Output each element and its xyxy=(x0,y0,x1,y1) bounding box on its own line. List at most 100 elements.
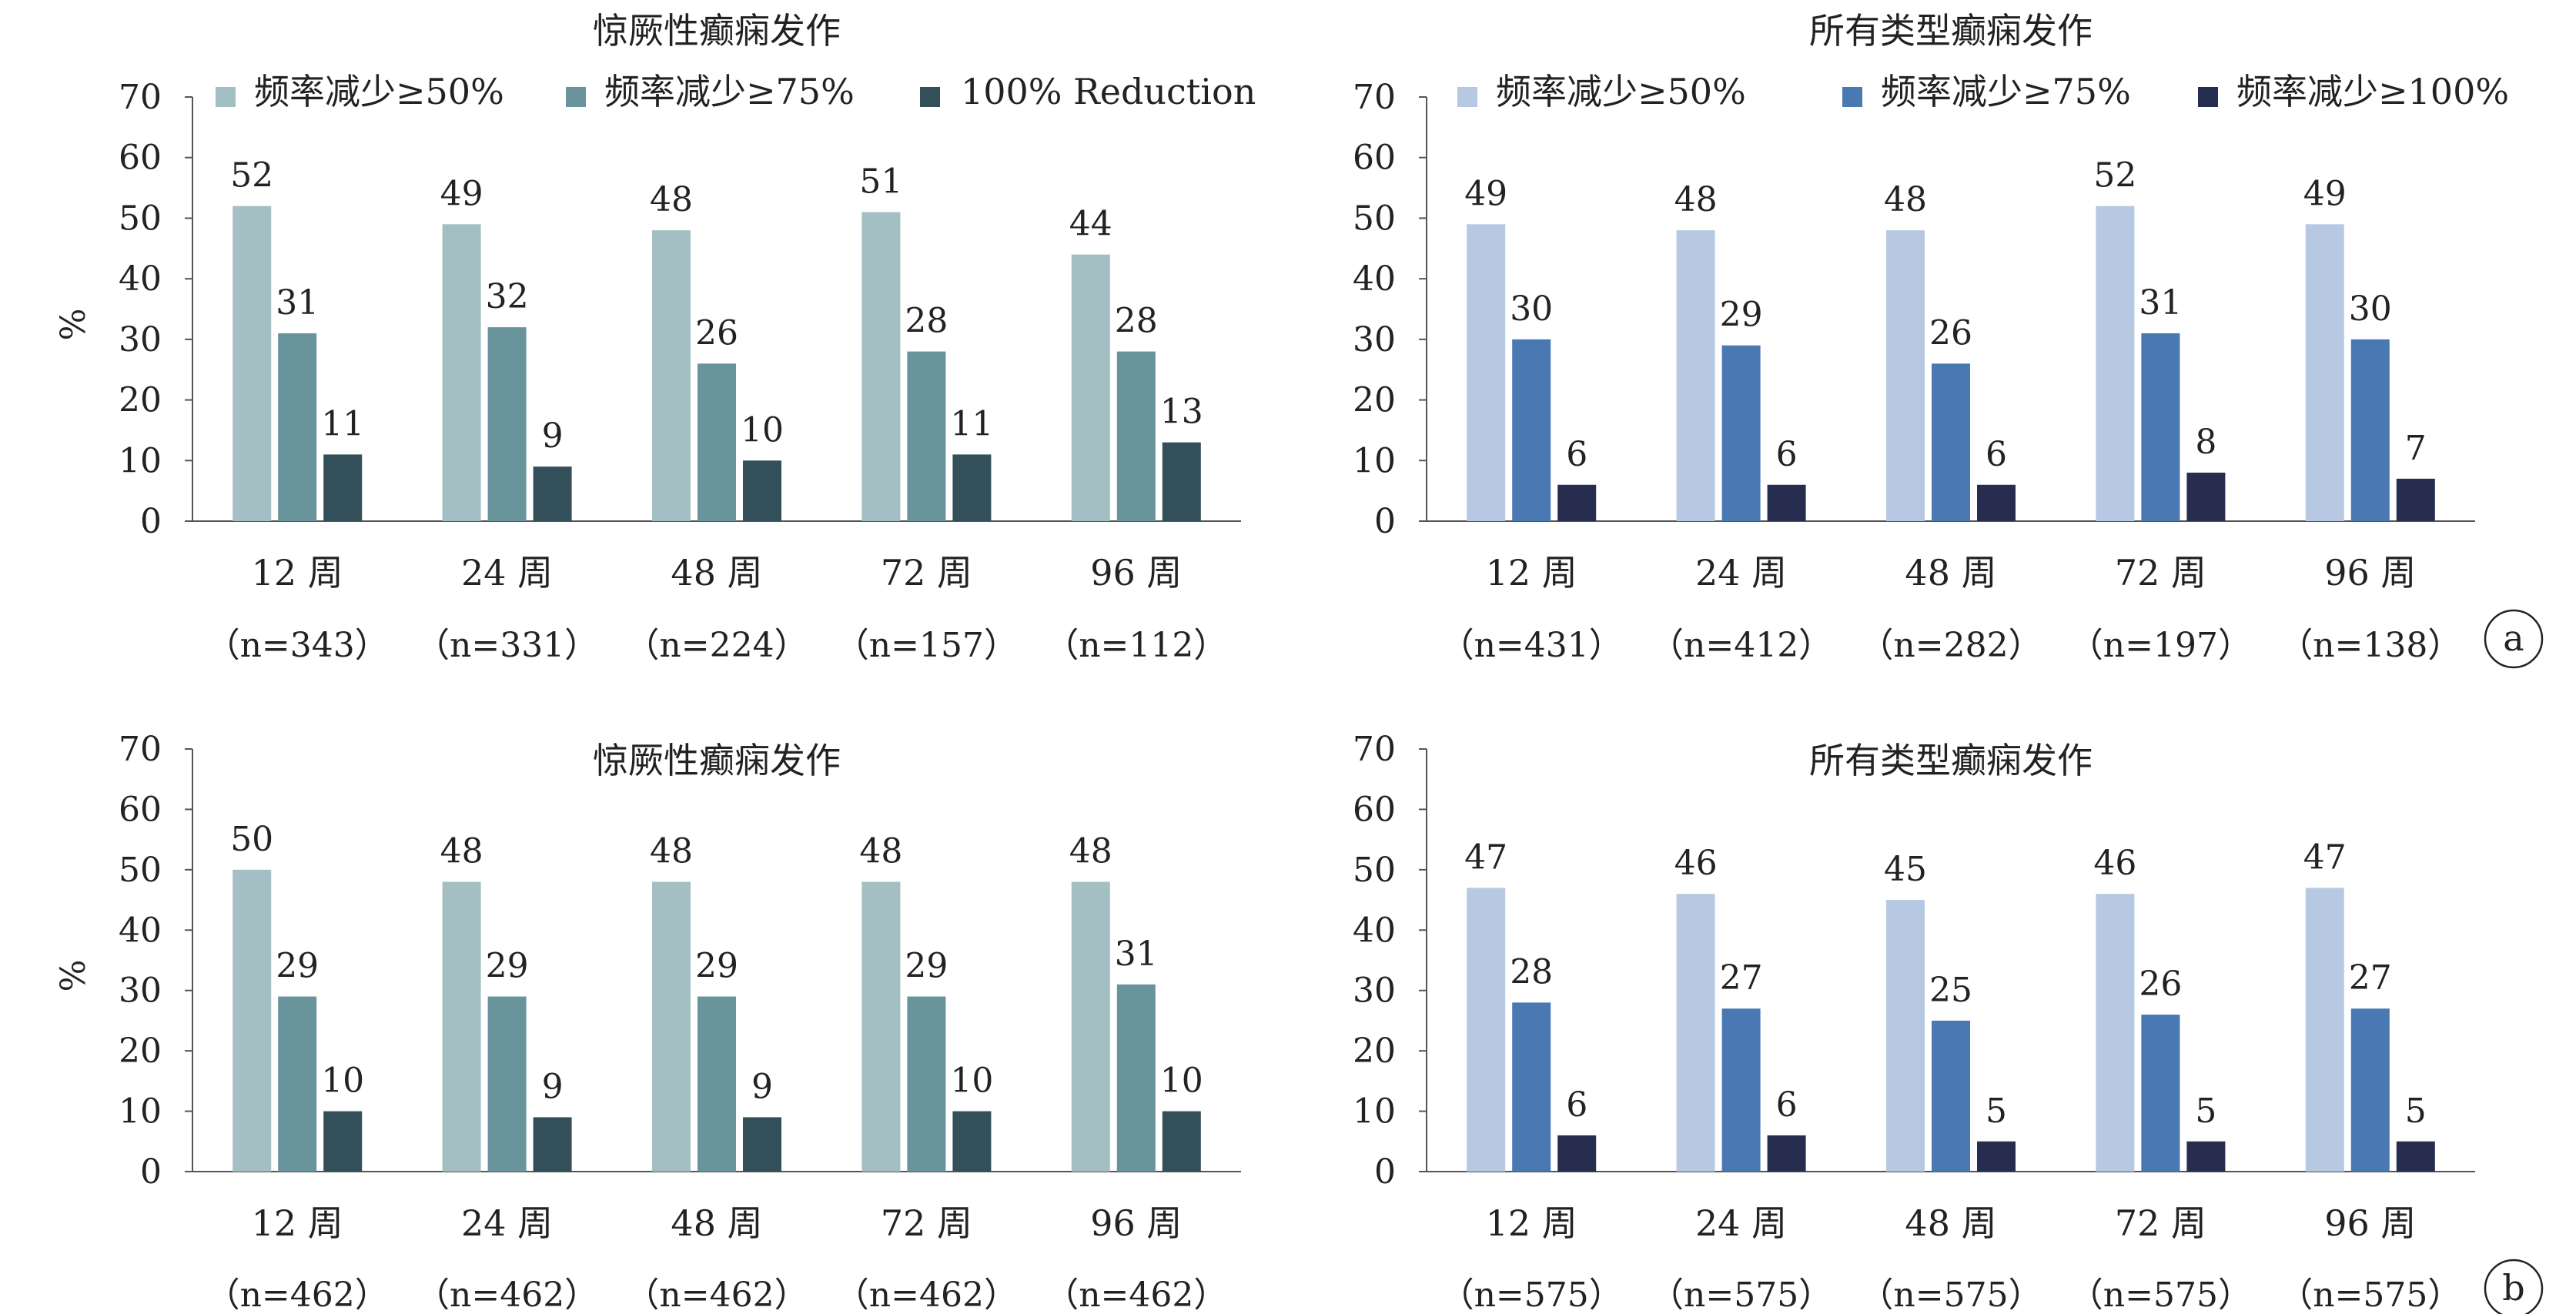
bar-value-label: 9 xyxy=(751,1067,773,1106)
legend-entry-label: 频率减少≥75% xyxy=(604,71,855,112)
x-tick-label: 24 周 xyxy=(1695,552,1787,593)
x-tick-label: 24 周 xyxy=(461,1202,553,1244)
bar-value-label: 11 xyxy=(950,404,993,443)
bar-value-label: 26 xyxy=(695,313,738,353)
bar xyxy=(278,333,317,521)
x-sample-size-label: （n=575） xyxy=(1859,1276,2042,1314)
bar xyxy=(1676,230,1715,521)
bar-value-label: 6 xyxy=(1566,435,1587,474)
bar xyxy=(2350,1008,2390,1172)
bar xyxy=(1512,1002,1551,1172)
bar xyxy=(1977,484,2016,521)
x-sample-size-label: （n=282） xyxy=(1859,626,2042,665)
x-tick-label: 96 周 xyxy=(2324,552,2416,593)
bar-value-label: 49 xyxy=(2303,174,2347,213)
x-sample-size-label: （n=197） xyxy=(2069,626,2252,665)
bar xyxy=(323,1111,363,1172)
y-tick-label: 0 xyxy=(140,502,162,541)
x-sample-size-label: （n=431） xyxy=(1440,626,1623,665)
x-sample-size-label: （n=462） xyxy=(416,1276,598,1314)
legend-swatch xyxy=(1842,87,1862,107)
bar-value-label: 28 xyxy=(1510,952,1553,991)
x-tick-label: 12 周 xyxy=(1486,1202,1577,1244)
bar xyxy=(2396,478,2435,521)
chart-b-left: 惊厥性癫痫发作 0 10 20 30 40 50 60 70% 50 29 10 12 周 （n=462）… xyxy=(54,730,1241,1314)
chart-title: 惊厥性癫痫发作 xyxy=(593,10,841,52)
bar xyxy=(2141,1015,2180,1172)
bar xyxy=(1767,1135,1806,1172)
x-sample-size-label: （n=224） xyxy=(625,626,808,665)
bar-value-label: 5 xyxy=(1986,1092,2007,1131)
bar xyxy=(1676,894,1715,1172)
chart-a-left: 惊厥性癫痫发作 0 10 20 30 40 50 60 70% 52 31 11 12 周 （n=343）… xyxy=(54,10,1256,665)
x-sample-size-label: （n=331） xyxy=(416,626,598,665)
y-tick-label: 30 xyxy=(1353,320,1396,359)
bar-value-label: 29 xyxy=(905,947,948,986)
bar xyxy=(2305,888,2344,1172)
bar xyxy=(533,466,572,521)
bar xyxy=(442,881,481,1172)
bar-value-label: 47 xyxy=(1464,838,1507,877)
bar xyxy=(233,869,272,1172)
bar-value-label: 48 xyxy=(1069,832,1112,871)
legend-entry-label: 100% Reduction xyxy=(961,71,1256,112)
x-sample-size-label: （n=575） xyxy=(1440,1276,1623,1314)
bar xyxy=(1767,484,1806,521)
bar-value-label: 26 xyxy=(1929,313,1972,353)
bar xyxy=(487,327,527,521)
x-sample-size-label: （n=412） xyxy=(1650,626,1832,665)
y-tick-label: 10 xyxy=(119,441,162,480)
bar-value-label: 47 xyxy=(2303,838,2347,877)
panel-label: a xyxy=(2503,617,2524,659)
bar xyxy=(1116,984,1156,1172)
bar-value-label: 10 xyxy=(321,1062,364,1101)
bar xyxy=(698,996,736,1172)
bar-value-label: 10 xyxy=(741,410,784,450)
x-sample-size-label: （n=462） xyxy=(1045,1276,1227,1314)
bar xyxy=(1977,1141,2016,1172)
bar xyxy=(278,996,317,1172)
bar-value-label: 5 xyxy=(2195,1092,2216,1131)
bar xyxy=(2396,1141,2435,1172)
bar xyxy=(1721,1008,1761,1172)
panel-label: b xyxy=(2502,1267,2524,1309)
x-sample-size-label: （n=575） xyxy=(2279,1276,2461,1314)
bar xyxy=(1886,230,1925,521)
bar-value-label: 30 xyxy=(2349,289,2392,329)
bar xyxy=(2096,206,2135,521)
x-sample-size-label: （n=575） xyxy=(2069,1276,2252,1314)
bar-value-label: 10 xyxy=(1160,1062,1203,1101)
bar-value-label: 6 xyxy=(1566,1085,1587,1125)
bar xyxy=(652,881,691,1172)
bar xyxy=(1886,900,1925,1172)
chart-title: 所有类型癫痫发作 xyxy=(1809,10,2093,52)
x-tick-label: 96 周 xyxy=(2324,1202,2416,1244)
x-tick-label: 72 周 xyxy=(2115,552,2206,593)
chart-title: 所有类型癫痫发作 xyxy=(1809,740,2093,781)
bar xyxy=(533,1117,572,1172)
x-sample-size-label: （n=112） xyxy=(1045,626,1227,665)
y-tick-label: 60 xyxy=(119,790,162,829)
x-tick-label: 12 周 xyxy=(252,552,343,593)
x-tick-label: 48 周 xyxy=(1905,552,1996,593)
bar-value-label: 31 xyxy=(2139,283,2182,323)
bar xyxy=(487,996,527,1172)
x-tick-label: 72 周 xyxy=(881,552,972,593)
bar-value-label: 46 xyxy=(2093,844,2136,883)
x-tick-label: 48 周 xyxy=(671,552,762,593)
bar xyxy=(1162,1111,1201,1172)
y-tick-label: 40 xyxy=(1353,259,1396,299)
y-tick-label: 70 xyxy=(119,78,162,117)
y-tick-label: 50 xyxy=(119,851,162,890)
y-tick-label: 10 xyxy=(1353,441,1396,480)
bar xyxy=(1162,442,1201,521)
y-tick-label: 40 xyxy=(119,911,162,950)
panel-label-circle xyxy=(2484,609,2544,669)
bar-value-label: 28 xyxy=(905,302,948,341)
bar xyxy=(1557,484,1597,521)
bar-value-label: 30 xyxy=(1510,289,1553,329)
bar-value-label: 27 xyxy=(1720,958,1763,998)
y-tick-label: 40 xyxy=(119,259,162,299)
bar-value-label: 6 xyxy=(1986,435,2007,474)
bar-value-label: 9 xyxy=(542,416,564,456)
